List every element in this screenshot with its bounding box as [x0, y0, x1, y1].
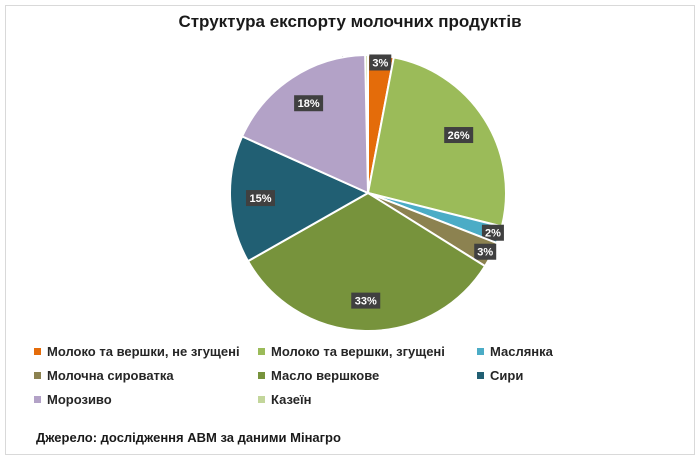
slice-label: 2%: [481, 224, 504, 241]
slice-label: 15%: [245, 190, 275, 207]
slice-label: 3%: [369, 54, 392, 71]
slice-label-text: 3%: [372, 57, 388, 69]
pie-slice: [366, 56, 507, 228]
slice-label-box: [351, 292, 381, 309]
slice-label: 18%: [294, 95, 324, 112]
pie-slice: [246, 191, 487, 332]
slice-label-box: [481, 224, 504, 241]
pie-slice: [229, 135, 371, 263]
slice-label-text: 26%: [448, 130, 470, 142]
slice-label-text: 18%: [298, 98, 320, 110]
slice-label-box: [245, 190, 275, 207]
slice-label: 3%: [474, 243, 497, 260]
slice-label-text: 15%: [249, 193, 271, 205]
slice-label-box: [474, 243, 497, 260]
slice-label-box: [369, 54, 392, 71]
slice-label-text: 2%: [485, 228, 501, 240]
slice-label: 26%: [444, 127, 474, 144]
slice-label: 33%: [351, 292, 381, 309]
slice-label-box: [294, 95, 324, 112]
pie-slice: [240, 54, 370, 195]
slice-label-text: 3%: [477, 247, 493, 259]
slice-label-box: [444, 127, 474, 144]
slice-label-text: 33%: [355, 296, 377, 308]
chart-title: Структура експорту молочних продуктів: [178, 12, 522, 31]
source-note: Джерело: дослідження АВМ за даними Мінаг…: [36, 430, 341, 445]
